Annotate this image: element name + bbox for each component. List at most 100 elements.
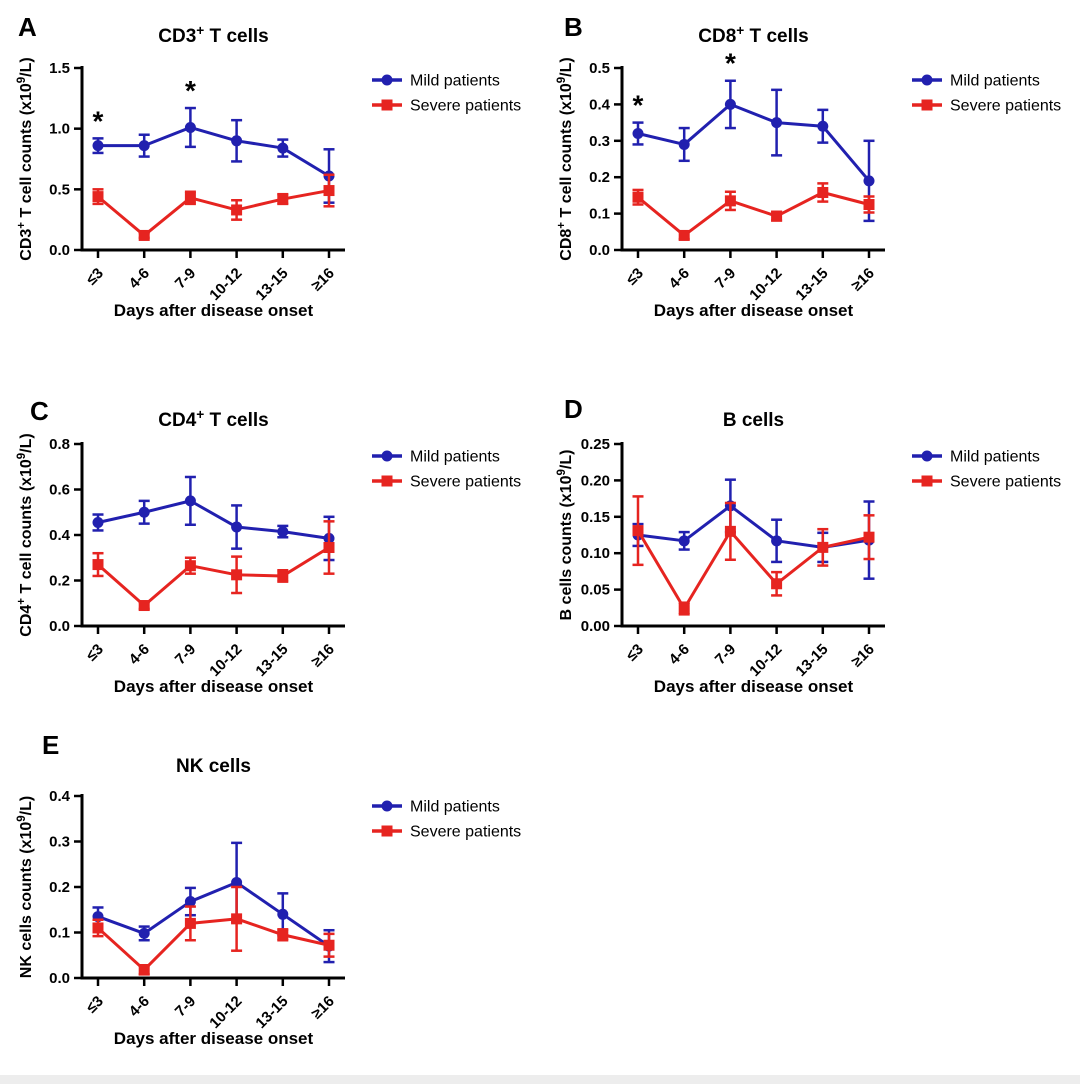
legend-label: Severe patients: [410, 98, 521, 115]
panel-C: C CD4+ T cells 0.0 0.2 0.4 0.6 0.8 ≤3 4-6 7-9 10-1…: [0, 360, 540, 720]
y-tick-label: 0.2: [589, 169, 610, 186]
data-point-circle: [138, 506, 150, 518]
series-line: [98, 125, 330, 178]
legend-circle-marker: [381, 74, 393, 86]
y-axis: 0.0 0.5 1.0 1.5: [49, 60, 82, 259]
y-axis-title: B cells counts (x109/L): [556, 450, 575, 621]
data-point-square: [771, 578, 783, 590]
legend-item: Severe patients: [912, 474, 1061, 491]
data-point-square: [817, 541, 829, 553]
panel-letter: A: [18, 12, 37, 42]
series-line: [637, 102, 871, 182]
y-tick-label: 0.0: [49, 618, 70, 635]
x-tick-label: ≤3: [83, 993, 107, 1017]
y-axis-title: CD3+ T cell counts (x109/L): [16, 57, 35, 260]
legend-square-marker: [921, 475, 933, 487]
legend-item: Severe patients: [912, 98, 1061, 115]
y-axis: 0.0 0.2 0.4 0.6 0.8: [49, 436, 82, 635]
significance-star: *: [93, 105, 104, 136]
series-severe-patients: [92, 885, 335, 976]
legend-square-marker: [381, 475, 393, 487]
data-point-circle: [632, 128, 644, 140]
data-point-circle: [678, 535, 690, 547]
legend-circle-marker: [921, 450, 933, 462]
series-line: [97, 546, 330, 608]
panel-letter: C: [30, 396, 49, 426]
y-axis: 0.00 0.05 0.10 0.15 0.20 0.25: [581, 436, 622, 635]
x-tick-label: ≥16: [308, 993, 338, 1023]
y-axis-title: NK cells counts (x109/L): [16, 796, 35, 978]
data-point-square: [678, 603, 690, 615]
x-axis-title: Days after disease onset: [114, 301, 314, 320]
data-point-square: [138, 600, 150, 612]
legend-circle-marker: [381, 450, 393, 462]
axes: [80, 794, 345, 980]
x-tick-label: 13-15: [792, 641, 831, 680]
series-line: [637, 504, 870, 549]
legend: Mild patients Severe patients: [372, 799, 521, 841]
y-tick-label: 0.8: [49, 436, 70, 453]
significance-star: *: [725, 48, 736, 79]
legend: Mild patients Severe patients: [372, 73, 521, 115]
data-point-square: [771, 210, 783, 222]
legend: Mild patients Severe patients: [912, 73, 1061, 115]
y-tick-label: 0.05: [581, 582, 610, 599]
data-point-square: [323, 542, 335, 554]
data-point-circle: [863, 175, 875, 187]
y-tick-label: 0.10: [581, 545, 610, 562]
data-point-square: [231, 913, 243, 925]
panel-title: CD8+ T cells: [698, 23, 808, 47]
panel-empty: [540, 720, 1080, 1084]
data-point-circle: [231, 521, 243, 533]
data-point-square: [92, 191, 104, 203]
data-point-circle: [277, 526, 289, 538]
data-point-circle: [231, 135, 243, 147]
panel-letter: D: [564, 394, 583, 424]
data-point-square: [231, 204, 243, 216]
panel-B: B CD8+ T cells 0.0 0.1 0.2 0.3 0.4 0.5 ≤3 4-6 7-9 1…: [540, 0, 1080, 360]
data-point-circle: [184, 121, 196, 133]
y-tick-label: 0.15: [581, 509, 610, 526]
y-tick-label: 0.4: [589, 96, 611, 113]
y-tick-label: 0.0: [49, 970, 70, 987]
series-line: [97, 499, 330, 540]
legend: Mild patients Severe patients: [912, 449, 1061, 491]
series-line: [636, 529, 870, 611]
legend: Mild patients Severe patients: [372, 449, 521, 491]
legend-square-marker: [381, 99, 393, 111]
series-mild-patients: [92, 475, 335, 562]
legend-label: Mild patients: [410, 73, 500, 90]
x-tick-label: 7-9: [712, 641, 739, 668]
y-axis: 0.0 0.1 0.2 0.3 0.4 0.5: [589, 60, 622, 259]
legend-item: Mild patients: [372, 73, 500, 90]
y-tick-label: 0.6: [49, 482, 70, 499]
data-point-circle: [138, 927, 150, 939]
series-severe-patients: [92, 520, 335, 612]
data-point-square: [184, 560, 196, 572]
data-point-square: [724, 525, 736, 537]
panel-title: CD4+ T cells: [158, 407, 268, 431]
x-axis-title: Days after disease onset: [654, 301, 854, 320]
y-tick-label: 0.00: [581, 618, 610, 635]
x-tick-label: 10-12: [206, 265, 245, 304]
x-axis-title: Days after disease onset: [114, 1029, 314, 1048]
significance-star: *: [633, 90, 644, 121]
data-point-circle: [771, 535, 783, 547]
legend-item: Severe patients: [372, 98, 521, 115]
data-point-square: [817, 186, 829, 198]
legend-label: Mild patients: [410, 799, 500, 816]
chart-cd3-t-cells: A CD3+ T cells 0.0 0.5 1.0 1.5 ≤3 4-6 7-9 10-12 13…: [16, 12, 521, 320]
data-point-square: [184, 917, 196, 929]
data-point-square: [678, 229, 690, 241]
y-tick-label: 0.2: [49, 573, 70, 590]
y-tick-label: 0.4: [49, 527, 71, 544]
x-tick-label: ≥16: [308, 641, 338, 671]
x-tick-label: ≥16: [848, 265, 878, 295]
panel-letter: E: [42, 730, 59, 760]
x-tick-label: ≤3: [83, 265, 107, 289]
y-tick-label: 1.5: [49, 60, 70, 77]
y-tick-label: 0.20: [581, 472, 610, 489]
legend-item: Mild patients: [372, 449, 500, 466]
y-tick-label: 0.4: [49, 788, 71, 805]
data-point-circle: [92, 516, 104, 528]
